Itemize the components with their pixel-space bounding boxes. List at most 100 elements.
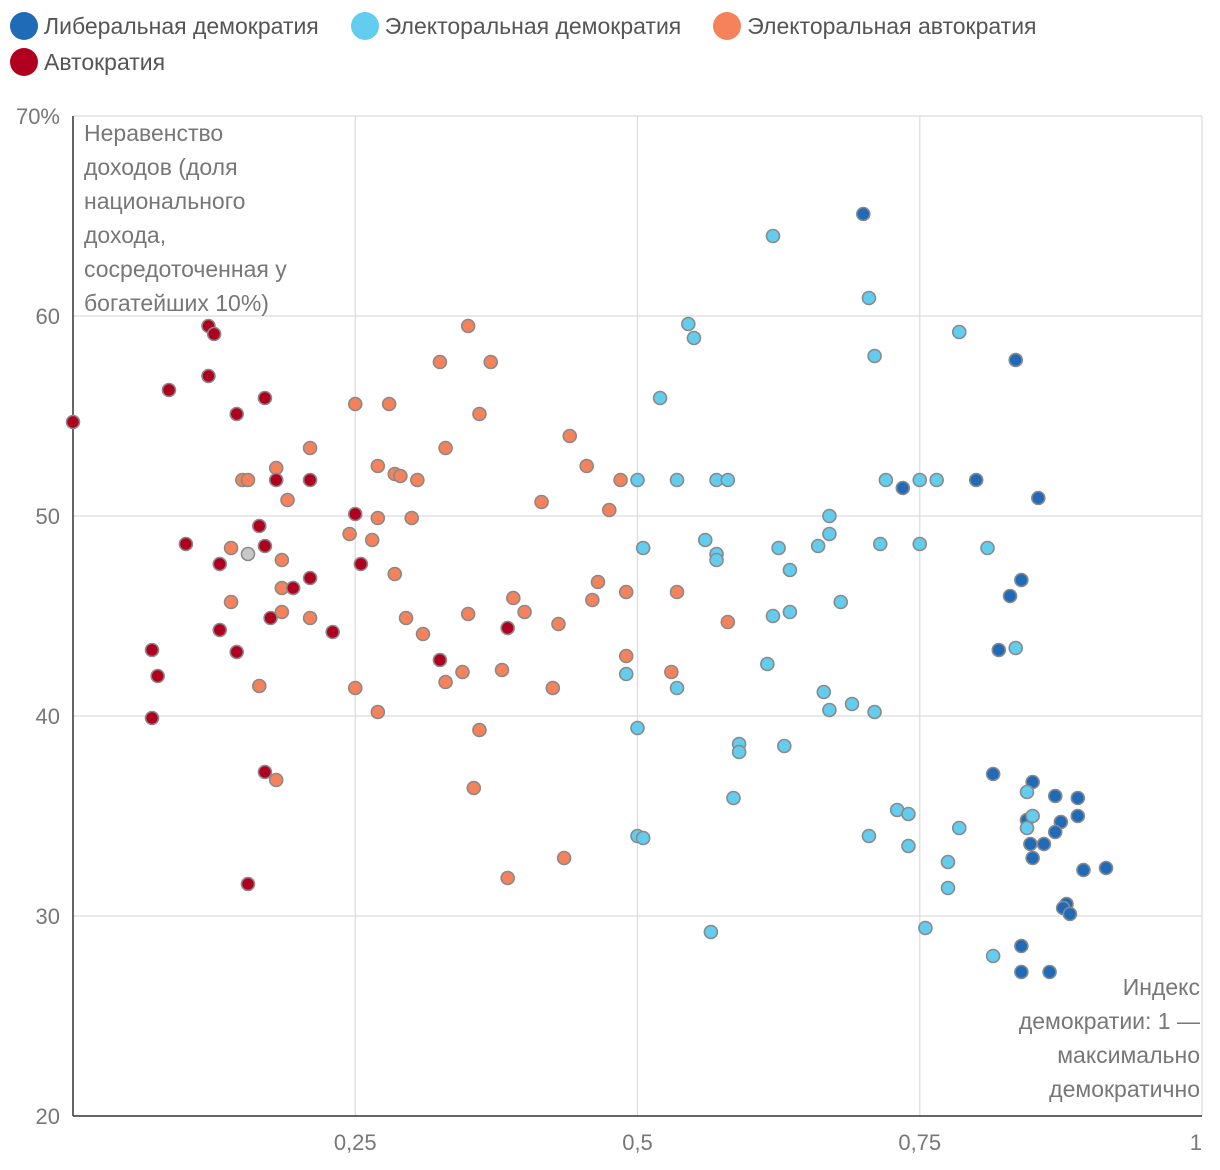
point-series-2-14[interactable]	[393, 468, 408, 484]
point-series-2-36[interactable]	[302, 610, 318, 626]
point-series-1-7[interactable]	[630, 472, 645, 488]
point-series-0-25[interactable]	[1014, 964, 1029, 980]
point-series-0-8[interactable]	[985, 766, 1001, 782]
point-series-2-38[interactable]	[517, 604, 532, 620]
point-series-1-37[interactable]	[630, 720, 645, 736]
point-series-2-43[interactable]	[618, 648, 634, 664]
point-series-3-20[interactable]	[212, 622, 228, 638]
point-series-3-6[interactable]	[257, 390, 273, 406]
point-series-1-35[interactable]	[844, 696, 860, 712]
point-series-1-46[interactable]	[1025, 808, 1040, 824]
point-series-0-1[interactable]	[895, 480, 911, 496]
point-series-1-31[interactable]	[618, 666, 634, 682]
point-series-3-25[interactable]	[144, 710, 160, 726]
point-series-2-54[interactable]	[466, 780, 482, 796]
point-series-2-21[interactable]	[342, 526, 357, 542]
point-series-2-7[interactable]	[438, 440, 453, 456]
point-series-3-18[interactable]	[325, 624, 340, 640]
point-series-2-12[interactable]	[370, 458, 386, 474]
point-series-1-34[interactable]	[822, 702, 837, 718]
point-series-1-19[interactable]	[980, 540, 995, 556]
point-series-3-2[interactable]	[206, 326, 222, 342]
point-series-2-35[interactable]	[274, 604, 290, 620]
point-series-1-51[interactable]	[901, 838, 916, 854]
point-series-3-23[interactable]	[432, 652, 448, 668]
point-series-2-46[interactable]	[664, 664, 679, 680]
point-series-2-4[interactable]	[381, 396, 397, 412]
point-series-1-36[interactable]	[867, 704, 882, 720]
point-series-1-3[interactable]	[951, 324, 967, 340]
point-series-2-42[interactable]	[720, 614, 736, 630]
point-series-3-10[interactable]	[251, 518, 267, 534]
point-series-1-10[interactable]	[720, 472, 736, 488]
point-series-2-51[interactable]	[370, 704, 386, 720]
point-series-1-15[interactable]	[822, 526, 837, 542]
point-series-3-13[interactable]	[212, 556, 228, 572]
point-series-2-15[interactable]	[410, 472, 425, 488]
point-series-1-12[interactable]	[912, 472, 928, 488]
point-series-2-44[interactable]	[455, 664, 470, 680]
point-series-1-50[interactable]	[861, 828, 877, 844]
point-series-2-53[interactable]	[268, 772, 284, 788]
point-series-2-17[interactable]	[613, 472, 628, 488]
point-series-2-24[interactable]	[404, 510, 420, 526]
point-series-0-16[interactable]	[1023, 836, 1038, 852]
point-series-1-29[interactable]	[1008, 640, 1024, 656]
point-series-3-11[interactable]	[178, 536, 194, 552]
point-series-1-26[interactable]	[833, 594, 849, 610]
point-series-2-40[interactable]	[415, 626, 431, 642]
point-series-3-22[interactable]	[229, 644, 245, 660]
point-series-2-18[interactable]	[280, 492, 295, 508]
point-series-0-3[interactable]	[1008, 352, 1024, 368]
point-series-3-16[interactable]	[285, 580, 301, 596]
point-series-0-18[interactable]	[1025, 850, 1040, 866]
point-series-0-7[interactable]	[991, 642, 1007, 658]
point-series-2-19[interactable]	[534, 494, 549, 510]
point-series-0-5[interactable]	[1014, 572, 1029, 588]
point-series-3-14[interactable]	[353, 556, 369, 572]
point-series-2-33[interactable]	[506, 590, 521, 606]
point-series-1-41[interactable]	[726, 790, 741, 806]
point-series-1-21[interactable]	[697, 532, 713, 548]
point-series-3-15[interactable]	[302, 570, 318, 586]
point-series-2-30[interactable]	[618, 584, 634, 600]
point-series-2-1[interactable]	[432, 354, 448, 370]
point-series-0-12[interactable]	[1070, 808, 1086, 824]
point-series-2-49[interactable]	[545, 680, 561, 696]
point-series-1-28[interactable]	[782, 604, 798, 620]
point-series-1-47[interactable]	[1019, 820, 1035, 836]
point-series-2-28[interactable]	[590, 574, 606, 590]
point-series-1-43[interactable]	[901, 806, 916, 822]
point-series-2-48[interactable]	[347, 680, 363, 696]
point-series-2-50[interactable]	[251, 678, 267, 694]
point-series-2-3[interactable]	[347, 396, 363, 412]
point-series-1-18[interactable]	[912, 536, 928, 552]
point-series-1-52[interactable]	[940, 854, 956, 870]
point-series-0-10[interactable]	[1047, 788, 1063, 804]
point-series-2-16[interactable]	[579, 458, 594, 474]
point-series-4-0[interactable]	[240, 546, 256, 562]
point-series-0-15[interactable]	[1047, 824, 1063, 840]
point-series-0-11[interactable]	[1070, 790, 1086, 806]
point-series-3-27[interactable]	[240, 876, 256, 892]
point-series-1-2[interactable]	[867, 348, 882, 364]
point-series-1-39[interactable]	[731, 744, 747, 760]
point-series-2-26[interactable]	[274, 552, 290, 568]
point-series-0-4[interactable]	[1030, 490, 1046, 506]
point-series-1-49[interactable]	[635, 830, 651, 846]
point-series-3-19[interactable]	[500, 620, 515, 636]
point-series-1-8[interactable]	[669, 472, 685, 488]
point-series-2-41[interactable]	[551, 616, 566, 632]
point-series-0-24[interactable]	[1014, 938, 1029, 954]
point-series-2-25[interactable]	[223, 540, 239, 556]
point-series-2-10[interactable]	[240, 472, 256, 488]
point-series-2-0[interactable]	[460, 318, 476, 334]
point-series-3-17[interactable]	[263, 610, 278, 626]
point-series-0-6[interactable]	[1002, 588, 1018, 604]
point-series-2-34[interactable]	[585, 592, 600, 608]
point-series-3-21[interactable]	[144, 642, 160, 658]
point-series-1-56[interactable]	[985, 948, 1001, 964]
point-series-2-2[interactable]	[483, 354, 499, 370]
point-series-1-40[interactable]	[776, 738, 792, 754]
point-series-1-54[interactable]	[703, 924, 719, 940]
